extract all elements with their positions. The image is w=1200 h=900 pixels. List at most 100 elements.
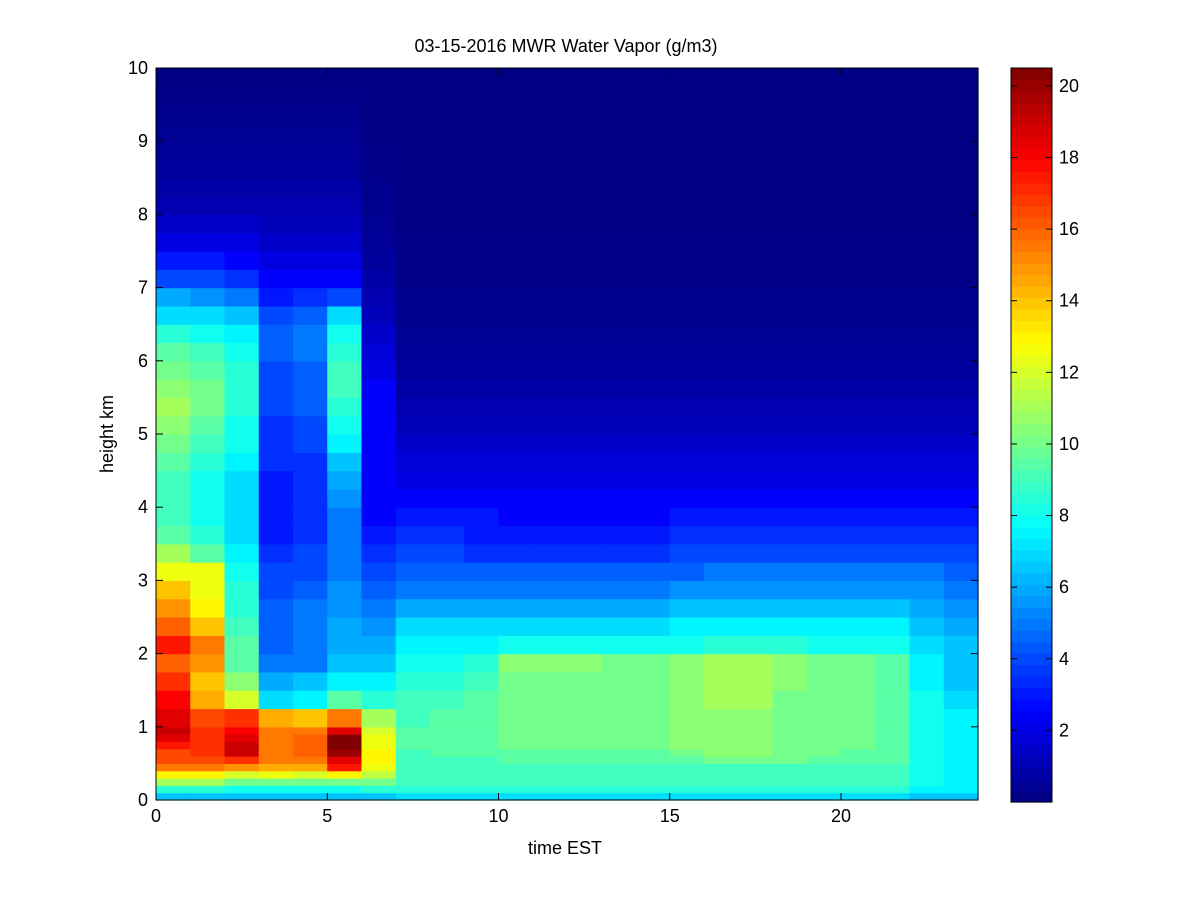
heatmap-cell <box>841 653 876 673</box>
heatmap-cell <box>704 763 739 772</box>
heatmap-cell <box>361 488 397 508</box>
heatmap-cell <box>190 305 226 325</box>
heatmap-cell <box>943 525 979 545</box>
heatmap-cell <box>841 470 876 490</box>
heatmap-cell <box>909 726 945 735</box>
heatmap-cell <box>601 470 637 490</box>
heatmap-cell <box>875 653 911 673</box>
heatmap-cell <box>224 488 260 508</box>
heatmap-cell <box>806 360 842 380</box>
heatmap-cell <box>738 269 774 289</box>
colorbar-strip <box>1011 526 1052 539</box>
colorbar-tick-label: 12 <box>1059 362 1079 382</box>
heatmap-cell <box>841 68 876 87</box>
heatmap-cell <box>943 726 979 735</box>
heatmap-cell <box>806 635 842 655</box>
heatmap-cell <box>909 734 945 743</box>
y-tick-label: 8 <box>138 204 148 224</box>
heatmap-cell <box>601 785 637 794</box>
y-tick-label: 10 <box>128 58 148 78</box>
heatmap-cell <box>909 232 945 252</box>
heatmap-cell <box>635 452 671 472</box>
heatmap-cell <box>806 741 842 750</box>
heatmap-cell <box>190 507 226 527</box>
heatmap-cell <box>327 653 363 673</box>
heatmap-cell <box>498 86 534 106</box>
heatmap-cell <box>395 269 431 289</box>
heatmap-cell <box>669 379 705 398</box>
heatmap-cell <box>601 269 637 289</box>
colorbar-strip <box>1011 457 1052 471</box>
heatmap-cell <box>875 177 911 197</box>
heatmap-cell <box>532 653 568 673</box>
heatmap-cell <box>224 305 260 325</box>
heatmap-cell <box>498 488 534 508</box>
heatmap-cell <box>601 562 637 581</box>
heatmap-cell <box>224 269 260 289</box>
heatmap-cell <box>498 415 534 435</box>
heatmap-cell <box>395 653 431 673</box>
heatmap-cell <box>669 792 705 801</box>
heatmap-cell <box>532 360 568 380</box>
heatmap-cell <box>875 68 911 87</box>
heatmap-cell <box>464 734 500 743</box>
heatmap-cell <box>772 122 808 142</box>
heatmap-cell <box>806 708 842 728</box>
heatmap-cell <box>395 598 431 618</box>
heatmap-cell <box>190 159 226 179</box>
heatmap-cell <box>224 507 260 527</box>
heatmap-cell <box>430 635 465 655</box>
heatmap-cell <box>567 269 602 289</box>
heatmap-cell <box>875 690 911 710</box>
heatmap-cell <box>156 726 191 735</box>
heatmap-cell <box>156 580 191 600</box>
heatmap-cell <box>841 507 876 527</box>
heatmap-cell <box>156 770 191 779</box>
heatmap-cell <box>841 525 876 545</box>
heatmap-cell <box>464 360 500 380</box>
colorbar-tick-label: 18 <box>1059 148 1079 168</box>
x-tick-label: 0 <box>151 806 161 826</box>
heatmap-cell <box>156 741 191 750</box>
heatmap-cell <box>635 690 671 710</box>
heatmap-cell <box>601 251 637 270</box>
heatmap-cell <box>258 690 294 710</box>
heatmap-cell <box>293 741 328 750</box>
heatmap-cell <box>772 507 808 527</box>
heatmap-cell <box>772 104 808 124</box>
heatmap-cell <box>156 214 191 234</box>
heatmap-cell <box>430 525 465 545</box>
heatmap-cell <box>430 287 465 307</box>
heatmap-cell <box>841 251 876 270</box>
heatmap-cell <box>635 379 671 398</box>
colorbar-ticks: 2 4 6 8 10 12 14 16 18 20 <box>1011 76 1079 740</box>
heatmap-cell <box>841 122 876 142</box>
heatmap-cell <box>293 122 328 142</box>
heatmap-cell <box>738 141 774 161</box>
heatmap-cell <box>327 232 363 252</box>
heatmap-cell <box>875 598 911 618</box>
heatmap-cell <box>601 690 637 710</box>
heatmap-cell <box>498 141 534 161</box>
heatmap-cell <box>806 763 842 772</box>
heatmap-cell <box>943 177 979 197</box>
y-tick-label: 4 <box>138 497 148 517</box>
heatmap-cell <box>669 104 705 124</box>
heatmap-cell <box>498 342 534 362</box>
colorbar-strip <box>1011 790 1052 803</box>
heatmap-cell <box>498 452 534 472</box>
colorbar-strip <box>1011 148 1052 161</box>
heatmap-cell <box>806 324 842 344</box>
heatmap-cell <box>635 86 671 106</box>
heatmap-cell <box>841 104 876 124</box>
heatmap-cell <box>327 525 363 545</box>
heatmap-cell <box>258 671 294 691</box>
heatmap-cell <box>806 159 842 179</box>
heatmap-cell <box>669 342 705 362</box>
heatmap-cell <box>224 324 260 344</box>
y-tick-label: 0 <box>138 790 148 810</box>
heatmap-cell <box>156 342 191 362</box>
heatmap-cell <box>772 785 808 794</box>
heatmap-cell <box>669 525 705 545</box>
heatmap-cell <box>293 397 328 417</box>
